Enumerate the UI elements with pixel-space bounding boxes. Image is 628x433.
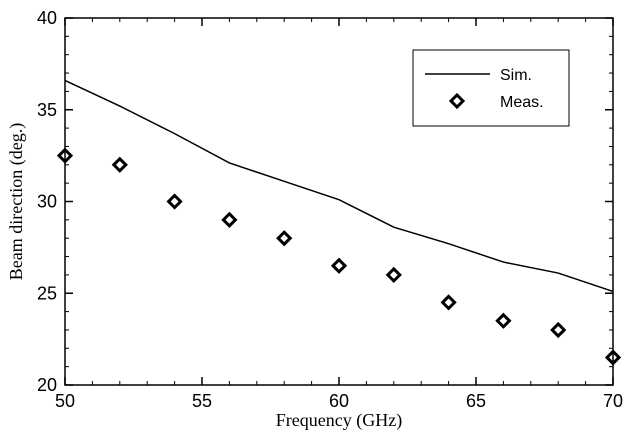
meas-point bbox=[166, 193, 183, 210]
meas-point bbox=[495, 312, 512, 329]
meas-point bbox=[276, 230, 293, 247]
legend-meas-label: Meas. bbox=[500, 94, 544, 111]
y-tick-label: 20 bbox=[37, 375, 57, 395]
y-tick-label: 40 bbox=[37, 8, 57, 28]
meas-point bbox=[56, 147, 74, 164]
y-tick-label: 35 bbox=[37, 100, 57, 120]
x-tick-label: 60 bbox=[329, 391, 349, 411]
legend-box bbox=[412, 49, 570, 127]
x-tick-label: 65 bbox=[466, 391, 486, 411]
series-sim-line bbox=[64, 79, 614, 293]
x-axis-title: Frequency (GHz) bbox=[276, 410, 402, 431]
meas-point bbox=[221, 211, 238, 228]
meas-point bbox=[604, 349, 622, 366]
x-tick-label: 50 bbox=[55, 391, 75, 411]
x-axis-ticks: 50 55 60 65 70 bbox=[55, 18, 623, 411]
legend-sim-label: Sim. bbox=[500, 67, 532, 84]
meas-point bbox=[550, 321, 567, 339]
y-axis-title: Beam direction (deg.) bbox=[6, 123, 27, 280]
y-tick-label: 25 bbox=[37, 283, 57, 303]
x-tick-label: 55 bbox=[192, 391, 212, 411]
meas-point bbox=[385, 266, 402, 284]
meas-point bbox=[111, 156, 128, 173]
y-tick-label: 30 bbox=[37, 192, 57, 212]
y-axis-ticks: 20 25 30 35 40 bbox=[37, 8, 613, 395]
meas-point bbox=[330, 257, 348, 274]
x-tick-label: 70 bbox=[603, 391, 623, 411]
legend: Sim. Meas. bbox=[412, 49, 570, 127]
legend-meas-marker bbox=[448, 92, 466, 110]
meas-point bbox=[440, 294, 457, 311]
series-layer bbox=[56, 79, 622, 366]
